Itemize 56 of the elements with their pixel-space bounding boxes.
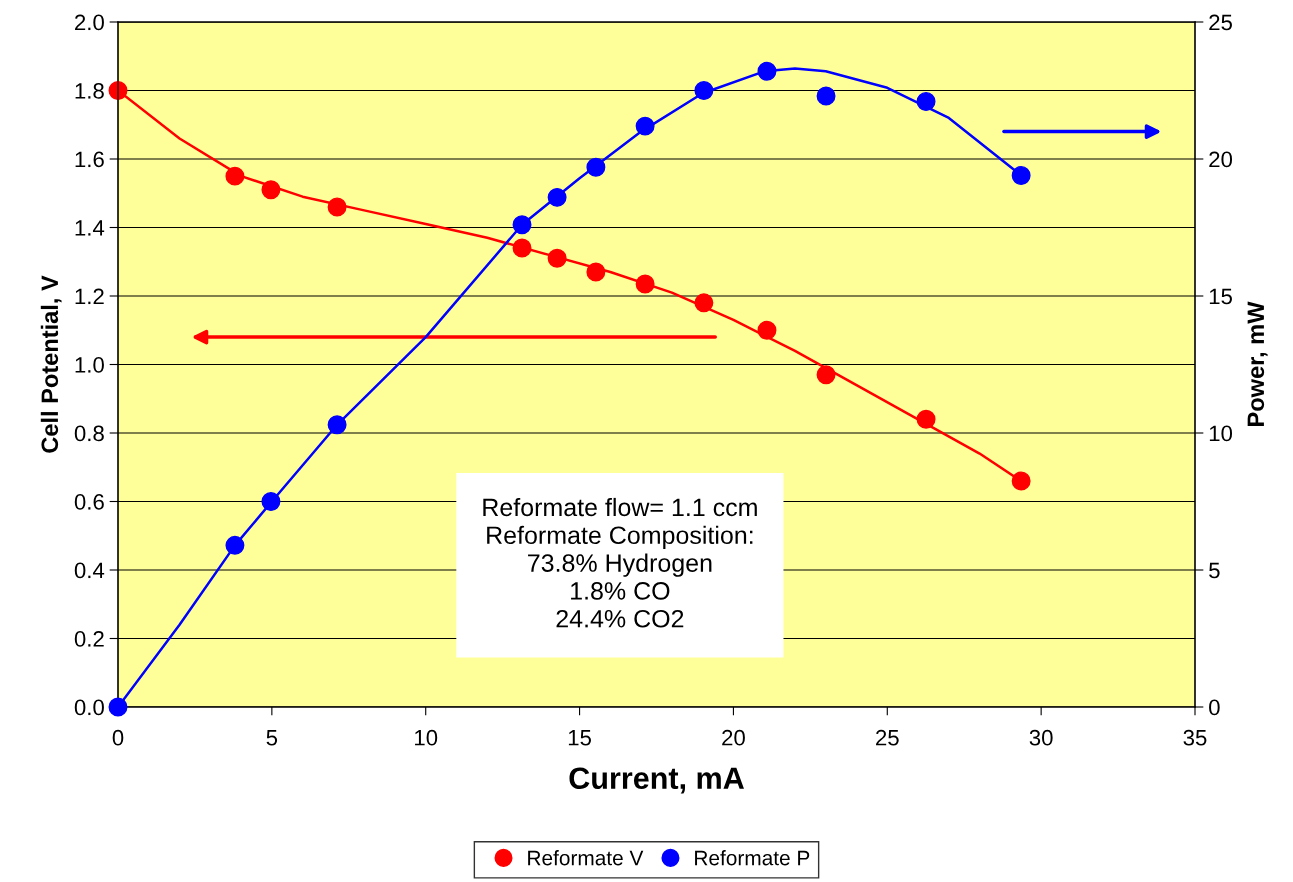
point: [635, 116, 655, 136]
point: [1011, 471, 1031, 491]
point: [225, 535, 245, 555]
y-tick-label: 0.2: [74, 631, 104, 647]
point: [512, 238, 532, 258]
x-tick-label: 20: [722, 729, 745, 746]
x-tick-label: 5: [266, 730, 278, 746]
legend-label: Reformate P: [695, 850, 810, 866]
y2-tick-label: 5: [1209, 562, 1220, 579]
point: [586, 157, 606, 177]
x-tick-label: 15: [568, 730, 591, 746]
point: [261, 180, 281, 200]
x-tick-label: 25: [876, 729, 899, 746]
y2-tick-label: 10: [1209, 425, 1233, 442]
point: [547, 187, 567, 207]
y-tick-label: 1.6: [75, 151, 104, 168]
annotation: Reformate flow= 1.1 ccm Reformate Composition: 73.8% Hydrogen 1.8% CO 24.4% CO2: [483, 497, 757, 628]
legend-label: Reformate V: [528, 850, 644, 866]
point: [327, 197, 347, 217]
point: [816, 365, 836, 385]
point: [261, 492, 281, 511]
x-axis-title: Current, mA: [569, 767, 744, 794]
y-tick-label: 0.4: [74, 562, 105, 579]
y2-tick-label: 25: [1209, 14, 1232, 31]
y-tick-label: 0.0: [74, 699, 104, 716]
point: [694, 293, 714, 313]
point: [1011, 165, 1031, 185]
y-tick-label: 1.2: [75, 288, 104, 305]
y-tick-label: 1.8: [75, 83, 104, 99]
point: [327, 415, 347, 435]
point: [635, 274, 655, 294]
x-tick-label: 35: [1183, 729, 1207, 746]
point: [757, 320, 777, 340]
x-tick-label: 0: [112, 729, 124, 746]
y-tick-label: 0.6: [74, 494, 104, 510]
y2-tick-label: 20: [1209, 151, 1233, 168]
point: [916, 409, 936, 429]
y2-axis-title: Power, mW: [1247, 301, 1268, 426]
y2-tick-label: 0: [1209, 699, 1220, 716]
point: [816, 86, 836, 106]
point: [225, 166, 245, 186]
y-tick-label: 1.0: [75, 357, 104, 373]
point: [512, 215, 532, 235]
point: [586, 262, 606, 282]
y-tick-label: 0.8: [74, 425, 104, 442]
point: [108, 697, 128, 717]
y-tick-label: 2.0: [75, 14, 104, 31]
y-tick-label: 1.4: [75, 220, 105, 236]
y-axis-title: Cell Potential, V: [40, 275, 62, 453]
point: [916, 91, 936, 111]
point: [694, 81, 714, 100]
x-tick-label: 30: [1029, 729, 1053, 746]
x-tick-label: 10: [415, 729, 438, 746]
y2-tick-label: 15: [1209, 288, 1232, 305]
point: [547, 248, 567, 268]
point: [757, 61, 777, 81]
